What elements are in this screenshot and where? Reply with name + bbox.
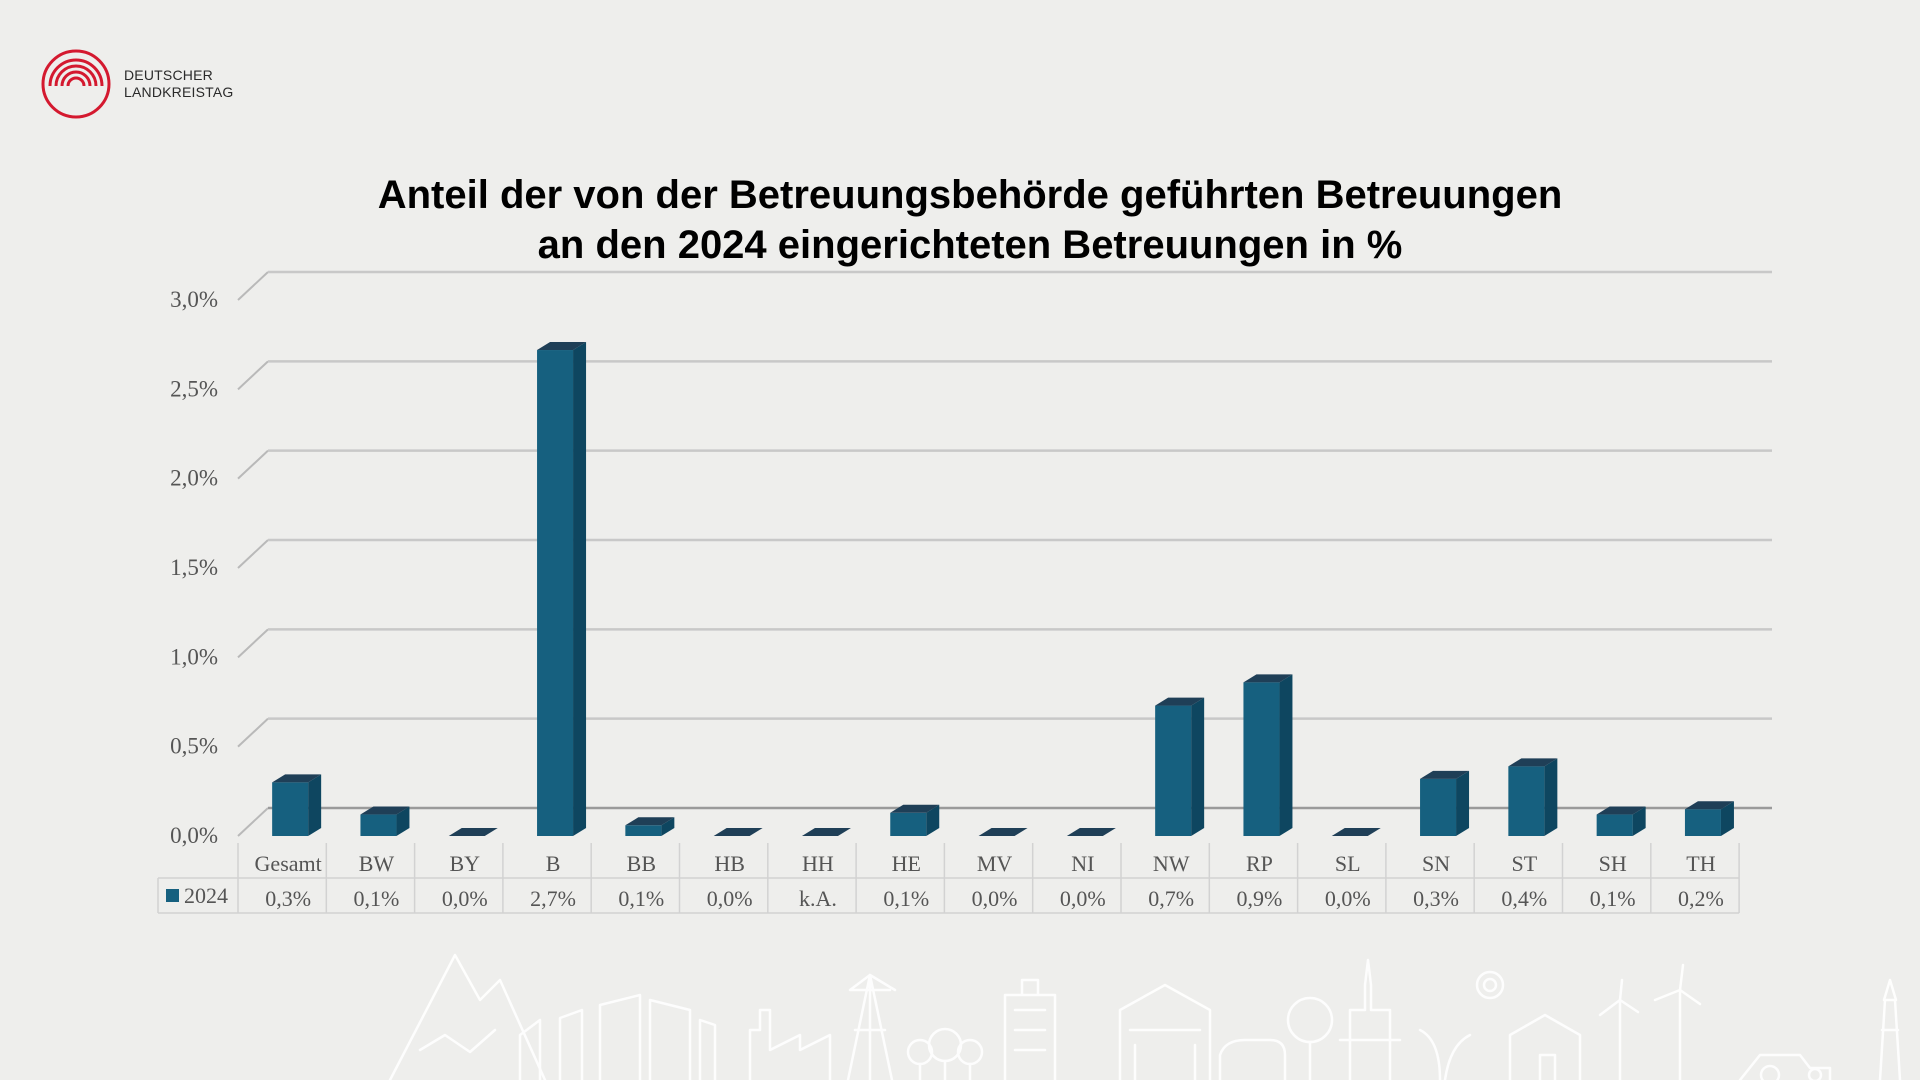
bar (1420, 778, 1457, 836)
data-label: 0,3% (1413, 886, 1459, 911)
logo-text: DEUTSCHER LANDKREISTAG (124, 67, 234, 101)
data-label: 0,3% (265, 886, 311, 911)
legend-label: 2024 (184, 883, 228, 908)
bar-top (1508, 758, 1558, 767)
y-tick-label: 1,5% (170, 555, 218, 580)
bar-side (926, 804, 940, 836)
y-tick-label: 0,0% (170, 823, 218, 848)
bar-side (396, 806, 410, 836)
bar-top (1066, 828, 1116, 836)
bar-top (625, 817, 675, 826)
gridline-offset (237, 449, 269, 480)
bar-top (1243, 674, 1293, 683)
data-label: 2,7% (530, 886, 576, 911)
bar (1684, 809, 1721, 836)
data-label: 0,0% (707, 886, 753, 911)
category-label: MV (977, 851, 1013, 876)
category-label: B (546, 851, 561, 876)
category-label: Gesamt (255, 851, 322, 876)
bar-side (1632, 806, 1646, 836)
bar (1508, 766, 1545, 836)
bar-top (1596, 806, 1646, 815)
bar (272, 782, 309, 836)
bar-side (1720, 801, 1734, 836)
bar-top (713, 828, 763, 836)
bar (1243, 682, 1280, 836)
bar-top (1331, 828, 1381, 836)
bar (1596, 814, 1633, 836)
gridline-offset (237, 271, 269, 301)
bar-top (801, 828, 851, 836)
category-label: NW (1153, 851, 1190, 876)
bar-top (360, 806, 410, 815)
y-tick-label: 2,0% (170, 466, 218, 491)
bar-side (661, 817, 675, 836)
category-label: SH (1599, 851, 1627, 876)
y-tick-label: 3,0% (170, 287, 218, 312)
data-label: 0,0% (1060, 886, 1106, 911)
category-label: SN (1422, 851, 1450, 876)
chart-title-line-2: an den 2024 eingerichteten Betreuungen i… (537, 223, 1403, 267)
category-label: BY (449, 851, 480, 876)
bar-side (1544, 758, 1558, 836)
category-label: BW (359, 851, 395, 876)
data-label: 0,9% (1237, 886, 1283, 911)
chart-title-line-1: Anteil der von der Betreuungsbehörde gef… (377, 173, 1563, 217)
bar-top (1155, 697, 1205, 706)
bar (1155, 705, 1192, 836)
bar-side (573, 342, 587, 836)
bar-top (890, 804, 940, 813)
gridline-offset (237, 360, 269, 391)
gridline-offset (237, 717, 269, 748)
bar-side (1456, 770, 1470, 836)
data-label: 0,1% (354, 886, 400, 911)
bar (360, 814, 397, 836)
bar-side (1191, 697, 1205, 836)
data-label: 0,0% (442, 886, 488, 911)
gridline-offset (237, 628, 269, 659)
chart-title: Anteil der von der Betreuungsbehörde gef… (0, 170, 1920, 270)
data-label: 0,1% (618, 886, 664, 911)
data-label: 0,0% (1325, 886, 1371, 911)
data-label: 0,0% (972, 886, 1018, 911)
category-label: ST (1512, 851, 1538, 876)
category-label: TH (1686, 851, 1715, 876)
logo-line-2: LANDKREISTAG (124, 84, 234, 100)
bar (890, 812, 927, 836)
bar-top (1684, 801, 1734, 810)
data-label: 0,7% (1148, 886, 1194, 911)
gridline-offset (237, 539, 269, 569)
arch-rings-logo-icon (41, 49, 111, 119)
category-label: HH (802, 851, 834, 876)
bar-side (1279, 674, 1293, 836)
category-label: BB (627, 851, 656, 876)
data-label: k.A. (799, 886, 837, 911)
category-label: HE (892, 851, 921, 876)
bar-top (537, 342, 587, 351)
logo: DEUTSCHER LANDKREISTAG (40, 48, 234, 120)
category-label: HB (714, 851, 745, 876)
category-label: NI (1071, 851, 1094, 876)
bar (537, 350, 574, 836)
bar-top (1420, 770, 1470, 779)
bar-top (978, 828, 1028, 836)
category-label: SL (1335, 851, 1361, 876)
bar-chart: 0,0% 0,5% 1,0% 1,5% 2,0% 2,5% 3,0% Gesamt 0,3% BW… (157, 270, 1772, 914)
category-label: RP (1246, 851, 1273, 876)
y-tick-label: 0,5% (170, 734, 218, 759)
gridline-offset (237, 807, 269, 837)
bar-top (448, 828, 498, 836)
data-label: 0,1% (1590, 886, 1636, 911)
bar-side (308, 774, 322, 836)
legend-swatch (166, 889, 179, 902)
data-label: 0,4% (1501, 886, 1547, 911)
bar-top (272, 774, 322, 783)
y-tick-label: 1,0% (170, 644, 218, 669)
y-tick-label: 2,5% (170, 376, 218, 401)
data-label: 0,2% (1678, 886, 1724, 911)
logo-line-1: DEUTSCHER (124, 67, 213, 83)
decorative-skyline-illustration (388, 953, 1902, 1080)
data-label: 0,1% (883, 886, 929, 911)
bar (625, 825, 662, 836)
